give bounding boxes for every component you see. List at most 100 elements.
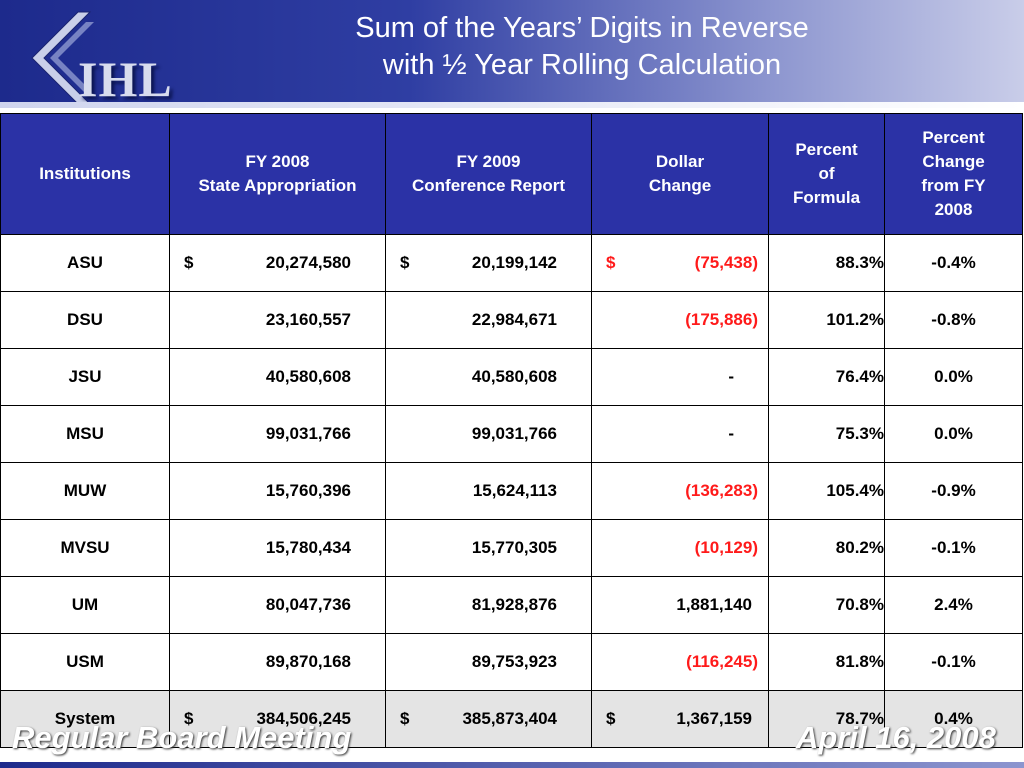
cell-percent-change: 0.0%: [884, 348, 1023, 406]
amount: (136,283): [685, 481, 758, 500]
cell-dollar-change: -: [591, 348, 769, 406]
cell-dollar-change: (10,129): [591, 519, 769, 577]
table-row: MVSU 15,780,434 15,770,305 (10,129) 80.2% -0.…: [0, 519, 1023, 577]
cell-fy2008: $384,506,245: [169, 690, 386, 748]
cell-percent-of-formula: 101.2%: [768, 291, 885, 349]
cell-percent-change: 0.4%: [884, 690, 1023, 748]
cell-percent-change: 0.0%: [884, 405, 1023, 463]
cell-percent-of-formula: 75.3%: [768, 405, 885, 463]
amount: (175,886): [685, 310, 758, 329]
amount: 99,031,766: [471, 424, 557, 443]
footer-date: April 16, 2008: [796, 720, 996, 755]
cell-fy2008: 15,780,434: [169, 519, 386, 577]
cell-fy2008: 40,580,608: [169, 348, 386, 406]
table-header-row: Institutions FY 2008 State Appropriation …: [0, 113, 1023, 235]
cell-fy2009: 15,624,113: [385, 462, 592, 520]
amount: (116,245): [686, 652, 758, 671]
cell-percent-of-formula: 76.4%: [768, 348, 885, 406]
cell-percent-of-formula: 105.4%: [768, 462, 885, 520]
cell-fy2009: 99,031,766: [385, 405, 592, 463]
currency-symbol: $: [184, 253, 194, 272]
amount: 384,506,245: [256, 709, 351, 728]
cell-dollar-change: (116,245): [591, 633, 769, 691]
amount: 20,199,142: [471, 253, 557, 272]
header-divider: [0, 102, 1024, 108]
cell-fy2009: 15,770,305: [385, 519, 592, 577]
cell-percent-of-formula: 88.3%: [768, 234, 885, 292]
cell-percent-change: -0.8%: [884, 291, 1023, 349]
amount: 15,780,434: [265, 538, 351, 557]
amount: (75,438): [694, 253, 758, 272]
cell-dollar-change: 1,881,140: [591, 576, 769, 634]
title-line-2: with ½ Year Rolling Calculation: [382, 49, 782, 81]
cell-dollar-change: (175,886): [591, 291, 769, 349]
cell-institution: MUW: [0, 462, 170, 520]
amount: 22,984,671: [471, 310, 557, 329]
amount: 89,753,923: [471, 652, 557, 671]
cell-institution: DSU: [0, 291, 170, 349]
amount: 20,274,580: [265, 253, 351, 272]
col-header-institutions: Institutions: [0, 113, 170, 235]
cell-institution: MSU: [0, 405, 170, 463]
cell-percent-change: -0.9%: [884, 462, 1023, 520]
amount: 81,928,876: [471, 595, 557, 614]
cell-fy2009: 81,928,876: [385, 576, 592, 634]
table-row: USM 89,870,168 89,753,923 (116,245) 81.8% -0.…: [0, 633, 1023, 691]
amount: 15,624,113: [472, 481, 557, 500]
cell-fy2009: 89,753,923: [385, 633, 592, 691]
amount: 15,770,305: [471, 538, 557, 557]
col-header-fy2009: FY 2009 Conference Report: [385, 113, 592, 235]
cell-percent-change: -0.4%: [884, 234, 1023, 292]
cell-fy2008: 80,047,736: [169, 576, 386, 634]
appropriation-table: Institutions FY 2008 State Appropriation …: [0, 113, 1023, 748]
cell-percent-change: 2.4%: [884, 576, 1023, 634]
cell-fy2008: 23,160,557: [169, 291, 386, 349]
cell-fy2009: 22,984,671: [385, 291, 592, 349]
cell-institution: MVSU: [0, 519, 170, 577]
amount: 40,580,608: [471, 367, 557, 386]
cell-fy2009: $20,199,142: [385, 234, 592, 292]
footer-divider: [0, 762, 1024, 768]
col-header-fy2008: FY 2008 State Appropriation: [169, 113, 386, 235]
col-header-dollar-change: Dollar Change: [591, 113, 769, 235]
cell-fy2009: $385,873,404: [385, 690, 592, 748]
table-row: ASU $20,274,580 $20,199,142 $ (75,438) 88.3% -…: [0, 234, 1023, 292]
cell-dollar-change: $ (75,438): [591, 234, 769, 292]
cell-percent-change: -0.1%: [884, 519, 1023, 577]
cell-institution: UM: [0, 576, 170, 634]
table-row: JSU 40,580,608 40,580,608 - 76.4% 0.0%: [0, 348, 1023, 406]
table-row: DSU 23,160,557 22,984,671 (175,886) 101.2% -0…: [0, 291, 1023, 349]
col-header-percent-of-formula: Percent of Formula: [768, 113, 885, 235]
amount: -: [728, 367, 734, 386]
cell-percent-of-formula: 70.8%: [768, 576, 885, 634]
cell-percent-change: -0.1%: [884, 633, 1023, 691]
cell-institution: System: [0, 690, 170, 748]
amount: -: [728, 424, 734, 443]
cell-fy2008: 99,031,766: [169, 405, 386, 463]
amount: 1,881,140: [676, 595, 752, 614]
cell-institution: JSU: [0, 348, 170, 406]
amount: 385,873,404: [462, 709, 557, 728]
slide-title: Sum of the Years’ Digits in Reverse with…: [262, 10, 902, 84]
cell-percent-of-formula: 81.8%: [768, 633, 885, 691]
cell-institution: ASU: [0, 234, 170, 292]
logo-text: IHL: [78, 51, 173, 107]
currency-symbol: $: [184, 709, 194, 728]
amount: 40,580,608: [265, 367, 351, 386]
amount: 80,047,736: [265, 595, 351, 614]
amount: 15,760,396: [265, 481, 351, 500]
table-row: MSU 99,031,766 99,031,766 - 75.3% 0.0%: [0, 405, 1023, 463]
cell-dollar-change: -: [591, 405, 769, 463]
table-row: MUW 15,760,396 15,624,113 (136,283) 105.4% -0…: [0, 462, 1023, 520]
header-banner: IHL Sum of the Years’ Digits in Reverse …: [0, 0, 1024, 107]
cell-fy2009: 40,580,608: [385, 348, 592, 406]
amount: 1,367,159: [676, 709, 752, 728]
cell-dollar-change: (136,283): [591, 462, 769, 520]
col-header-percent-change: Percent Change from FY 2008: [884, 113, 1023, 235]
cell-percent-of-formula: 78.7%: [768, 690, 885, 748]
cell-dollar-change: $1,367,159: [591, 690, 769, 748]
amount: 99,031,766: [265, 424, 351, 443]
title-line-1: Sum of the Years’ Digits in Reverse: [355, 12, 809, 44]
amount: 23,160,557: [265, 310, 351, 329]
cell-fy2008: $20,274,580: [169, 234, 386, 292]
